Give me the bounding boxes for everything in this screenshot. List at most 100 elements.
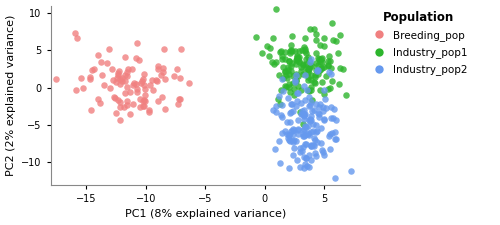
Point — [284, 96, 292, 99]
Point — [139, 104, 147, 108]
Point — [140, 83, 147, 87]
Point — [301, 162, 309, 166]
Point — [287, 102, 295, 106]
Point — [324, 54, 332, 58]
Point — [277, 88, 285, 92]
Point — [126, 112, 134, 116]
Point — [94, 53, 102, 57]
Point — [315, 115, 323, 119]
Point — [336, 83, 344, 86]
Point — [286, 64, 294, 68]
Point — [307, 73, 315, 77]
Point — [336, 66, 344, 70]
Point — [300, 63, 308, 67]
Point — [52, 77, 60, 81]
Point — [304, 132, 312, 135]
Point — [308, 122, 316, 126]
Point — [110, 95, 118, 99]
Point — [294, 85, 302, 88]
Point — [278, 54, 286, 58]
Point — [307, 130, 315, 134]
Point — [157, 73, 165, 77]
Point — [324, 63, 332, 67]
Point — [159, 70, 167, 74]
Point — [324, 87, 332, 90]
Point — [105, 47, 113, 51]
Point — [270, 108, 278, 112]
Point — [294, 118, 302, 122]
Point — [121, 55, 129, 59]
Point — [312, 103, 320, 106]
Point — [312, 69, 320, 72]
Point — [306, 61, 314, 65]
Point — [300, 62, 308, 66]
Point — [114, 98, 122, 102]
Point — [73, 36, 81, 40]
Point — [318, 148, 326, 151]
Point — [312, 155, 320, 158]
Point — [301, 50, 309, 53]
Point — [281, 70, 289, 74]
Point — [308, 64, 316, 68]
Point — [311, 82, 319, 85]
Point — [310, 144, 318, 148]
Point — [86, 77, 94, 81]
Point — [297, 88, 305, 91]
Point — [286, 139, 294, 143]
Point — [135, 58, 143, 61]
Point — [154, 67, 162, 70]
Point — [88, 108, 96, 112]
Point — [292, 158, 300, 162]
Point — [304, 88, 312, 92]
Point — [331, 177, 339, 180]
Point — [312, 73, 320, 77]
Point — [283, 121, 291, 124]
Point — [106, 86, 114, 90]
Point — [132, 87, 140, 91]
Y-axis label: PC2 (2% explained variance): PC2 (2% explained variance) — [6, 15, 16, 176]
Point — [109, 78, 117, 82]
Point — [272, 110, 280, 114]
Point — [116, 77, 124, 81]
Point — [308, 129, 316, 132]
Point — [296, 110, 304, 113]
Point — [326, 70, 334, 74]
Point — [321, 97, 329, 101]
Point — [176, 97, 184, 101]
Point — [300, 166, 308, 170]
Point — [126, 90, 134, 94]
Point — [320, 92, 328, 96]
Point — [292, 140, 300, 143]
Point — [328, 79, 336, 83]
Point — [290, 128, 298, 132]
Point — [289, 153, 297, 157]
Point — [288, 138, 296, 142]
Point — [278, 57, 285, 60]
Point — [294, 56, 302, 60]
Point — [279, 76, 287, 80]
Point — [280, 69, 288, 72]
Point — [306, 57, 314, 61]
Point — [285, 138, 293, 141]
Point — [320, 117, 328, 120]
Point — [133, 41, 141, 45]
Point — [280, 84, 288, 88]
Point — [319, 109, 327, 112]
Point — [88, 68, 96, 72]
Point — [330, 108, 338, 111]
Point — [170, 74, 178, 78]
Point — [110, 96, 118, 100]
Point — [278, 131, 286, 134]
Point — [140, 104, 147, 108]
Point — [78, 77, 86, 80]
Point — [300, 146, 308, 149]
Point — [302, 126, 310, 129]
Point — [284, 69, 292, 72]
Point — [289, 127, 297, 131]
Point — [306, 27, 314, 31]
Point — [136, 97, 144, 100]
Point — [177, 47, 185, 51]
Point — [328, 131, 336, 135]
Point — [302, 66, 310, 69]
Point — [306, 103, 314, 106]
